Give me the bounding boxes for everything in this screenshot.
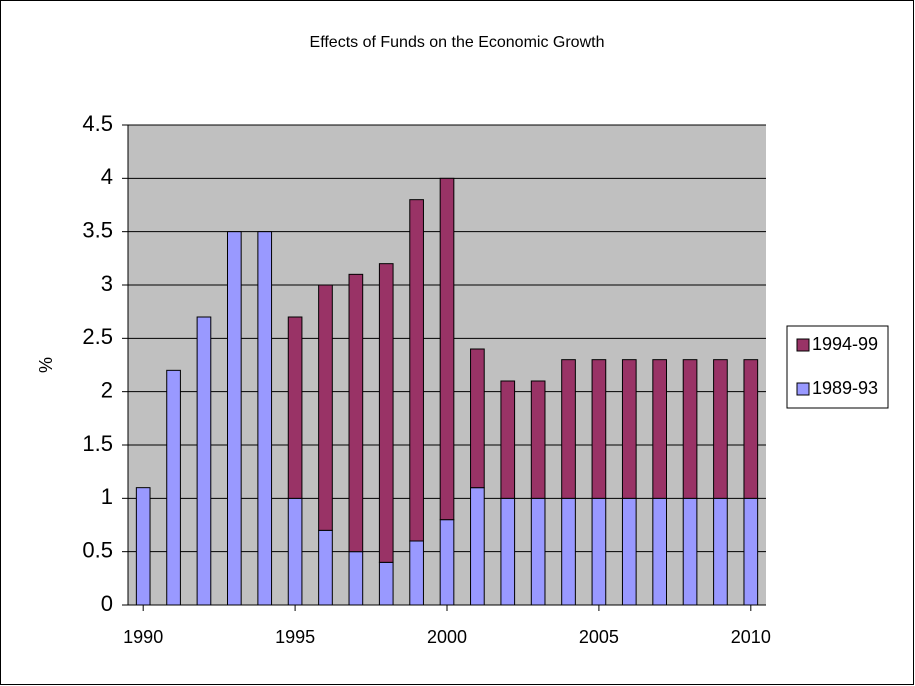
bar-segment: [561, 359, 576, 499]
y-tick-label: 2.5: [82, 324, 113, 349]
bar-segment: [621, 497, 637, 606]
y-tick-label: 4.5: [82, 111, 113, 136]
legend-label: 1989-93: [812, 378, 878, 398]
bar-segment: [652, 497, 668, 606]
y-tick-label: 2: [101, 377, 113, 402]
y-tick-label: 4: [101, 164, 113, 189]
bar-segment: [652, 359, 668, 499]
chart-title: Effects of Funds on the Economic Growth: [310, 34, 605, 51]
bar-segment: [591, 497, 607, 606]
y-tick-label: 3: [101, 271, 113, 296]
bar-segment: [409, 540, 424, 606]
y-axis-label: %: [36, 357, 56, 373]
bar-segment: [439, 519, 455, 606]
bar-segment: [530, 497, 546, 606]
x-tick-label: 1990: [123, 627, 163, 647]
bar-segment: [591, 359, 607, 499]
bar-segment: [318, 284, 333, 531]
legend-swatch: [796, 382, 810, 396]
x-tick-label: 2010: [731, 627, 771, 647]
bar-segment: [682, 497, 698, 606]
bar-segment: [348, 273, 364, 553]
bar-segment: [196, 316, 212, 606]
bar-segment: [621, 359, 637, 499]
bar-segment: [166, 369, 181, 606]
bar-segment: [743, 359, 759, 499]
bar-segment: [561, 497, 576, 606]
y-tick-label: 0: [101, 591, 113, 616]
y-tick-label: 3.5: [82, 217, 113, 242]
bar-segment: [439, 177, 455, 521]
y-tick-label: 0.5: [82, 537, 113, 562]
legend-label: 1994-99: [812, 334, 878, 354]
y-tick-label: 1.5: [82, 431, 113, 456]
bar-segment: [713, 359, 728, 499]
bar-segment: [470, 348, 485, 489]
legend-swatch: [796, 338, 810, 352]
bar-segment: [743, 497, 759, 606]
bar-segment: [530, 380, 546, 499]
bar-segment: [348, 551, 364, 606]
bar-segment: [378, 561, 394, 606]
bar-segment: [713, 497, 728, 606]
bar-segment: [287, 316, 303, 499]
bar-segment: [500, 380, 516, 499]
x-tick-label: 2005: [579, 627, 619, 647]
bar-segment: [378, 263, 394, 563]
bar-segment: [682, 359, 698, 499]
bar-segment: [409, 199, 424, 542]
bar-segment: [135, 487, 151, 606]
bar-segment: [500, 497, 516, 606]
x-tick-label: 2000: [427, 627, 467, 647]
bar-segment: [226, 231, 242, 606]
bar-segment: [318, 529, 333, 606]
y-tick-label: 1: [101, 484, 113, 509]
bar-segment: [287, 497, 303, 606]
bar-segment: [470, 487, 485, 606]
x-tick-label: 1995: [275, 627, 315, 647]
bar-segment: [257, 231, 273, 606]
